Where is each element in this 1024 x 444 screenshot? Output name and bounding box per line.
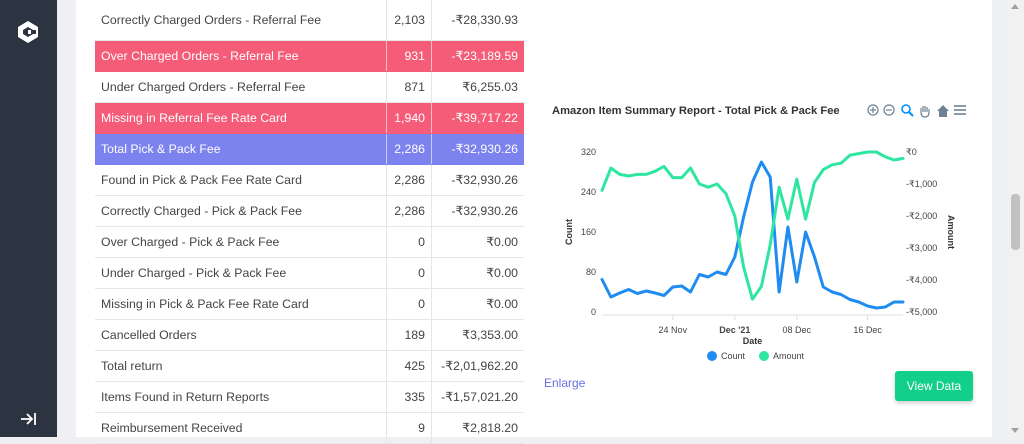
y-right-tick-label: ₹0 [906, 147, 917, 157]
row-amount: -₹1,57,021.20 [431, 381, 524, 413]
table-row: Found in Pick & Pack Fee Rate Card 2,286-… [95, 164, 524, 196]
row-count: 425 [386, 350, 432, 382]
y-right-tick-label: -₹2,000 [906, 211, 937, 221]
scroll-up-icon[interactable] [1011, 4, 1019, 9]
y-left-tick-label: 160 [581, 227, 596, 237]
selection-zoom-icon[interactable] [901, 104, 914, 117]
zoom-in-icon[interactable] [867, 104, 879, 116]
table-row: Under Charged - Pick & Pack Fee 0 ₹0.00 [95, 257, 524, 289]
row-label: Found in Pick & Pack Fee Rate Card [95, 164, 387, 196]
row-count: 0 [386, 226, 432, 258]
x-tick-label: Dec '21 [719, 325, 750, 335]
row-amount: ₹3,353.00 [431, 319, 524, 351]
row-label: Correctly Charged - Pick & Pack Fee [95, 195, 387, 227]
pan-icon[interactable] [918, 104, 932, 118]
x-axis-title: Date [743, 336, 763, 346]
series-line-amount [600, 150, 905, 301]
row-count: 2,286 [386, 164, 432, 196]
legend-marker-amount [759, 351, 769, 361]
row-count: 871 [386, 71, 432, 103]
y-right-tick-label: -₹4,000 [906, 275, 937, 285]
row-label: Cancelled Orders [95, 319, 387, 351]
row-label: Missing in Referral Fee Rate Card [95, 102, 387, 134]
row-amount: ₹6,255.03 [431, 71, 524, 103]
table-row: Missing in Pick & Pack Fee Rate Card 0 ₹0.… [95, 288, 524, 320]
table-row: Under Charged Orders - Referral Fee 871 ₹6… [95, 71, 524, 103]
row-label: Total return [95, 350, 387, 382]
y-right-tick-label: -₹5,000 [906, 307, 937, 317]
y-left-tick-label: 240 [581, 187, 596, 197]
row-label: Missing in Pick & Pack Fee Rate Card [95, 288, 387, 320]
row-count: 0 [386, 257, 432, 289]
row-amount: ₹2,818.20 [431, 412, 524, 444]
table-row: Total Pick & Pack Fee 2,286 -₹32,930.26 [95, 133, 524, 165]
y-left-tick-label: 320 [581, 147, 596, 157]
table-row: Cancelled Orders 189 ₹3,353.00 [95, 319, 524, 351]
row-amount: ₹0.00 [431, 226, 524, 258]
row-amount: -₹32,930.26 [431, 164, 524, 196]
pick-pack-fee-chart: 0 80 160 240 320 ₹0 -₹1,000 -₹2,000 -₹3,000 -₹4,0… [564, 147, 956, 361]
y-left-tick-label: 0 [591, 307, 596, 317]
y-right-tick-label: -₹3,000 [906, 243, 937, 253]
scroll-down-icon[interactable] [1011, 428, 1019, 433]
row-label: Correctly Charged Orders - Referral Fee [95, 0, 387, 41]
row-amount: ₹0.00 [431, 257, 524, 289]
table-row: Correctly Charged - Pick & Pack Fee 2,286… [95, 195, 524, 227]
row-label: Over Charged - Pick & Pack Fee [95, 226, 387, 258]
row-label: Items Found in Return Reports [95, 381, 387, 413]
app-logo-icon[interactable] [16, 20, 40, 44]
row-label: Total Pick & Pack Fee [95, 133, 387, 165]
row-count: 2,286 [386, 133, 432, 165]
row-label: Under Charged - Pick & Pack Fee [95, 257, 387, 289]
legend-label-amount: Amount [773, 351, 805, 361]
row-label: Over Charged Orders - Referral Fee [95, 40, 387, 72]
row-count: 2,286 [386, 195, 432, 227]
table-row: Missing in Referral Fee Rate Card 1,940 -₹… [95, 102, 524, 134]
x-tick-label: 16 Dec [853, 325, 882, 335]
summary-table: Correctly Charged Orders - Referral Fee 2… [95, 0, 524, 444]
sidebar [0, 0, 57, 437]
row-count: 189 [386, 319, 432, 351]
y-left-axis-title: Count [564, 219, 574, 245]
legend-label-count: Count [721, 351, 746, 361]
row-count: 9 [386, 412, 432, 444]
row-amount: -₹32,930.26 [431, 195, 524, 227]
row-count: 335 [386, 381, 432, 413]
page-scrollbar[interactable] [1007, 0, 1024, 437]
table-row: Total return 425 -₹2,01,962.20 [95, 350, 524, 382]
view-data-button[interactable]: View Data [895, 371, 973, 401]
table-row: Correctly Charged Orders - Referral Fee 2… [95, 0, 524, 41]
x-tick-label: 24 Nov [659, 325, 688, 335]
row-amount: -₹28,330.93 [431, 0, 524, 41]
table-row: Over Charged Orders - Referral Fee 931 -₹2… [95, 40, 524, 72]
row-amount: -₹39,717.22 [431, 102, 524, 134]
chart-title: Amazon Item Summary Report - Total Pick … [552, 105, 840, 117]
y-right-tick-label: -₹1,000 [906, 179, 937, 189]
row-label: Under Charged Orders - Referral Fee [95, 71, 387, 103]
zoom-out-icon[interactable] [883, 104, 895, 116]
enlarge-link[interactable]: Enlarge [544, 376, 586, 390]
row-amount: -₹32,930.26 [431, 133, 524, 165]
row-amount: -₹23,189.59 [431, 40, 524, 72]
scrollbar-thumb[interactable] [1011, 194, 1020, 250]
expand-sidebar-icon[interactable] [19, 411, 37, 427]
y-right-axis-title: Amount [946, 215, 956, 249]
legend-marker-count [707, 351, 717, 361]
table-row: Reimbursement Received 9 ₹2,818.20 [95, 412, 524, 444]
row-count: 0 [386, 288, 432, 320]
row-amount: ₹0.00 [431, 288, 524, 320]
series-line-count [600, 160, 905, 310]
row-label: Reimbursement Received [95, 412, 387, 444]
row-amount: -₹2,01,962.20 [431, 350, 524, 382]
y-left-tick-label: 80 [586, 267, 596, 277]
table-row: Over Charged - Pick & Pack Fee 0 ₹0.00 [95, 226, 524, 258]
row-count: 1,940 [386, 102, 432, 134]
table-row: Items Found in Return Reports 335 -₹1,57,0… [95, 381, 524, 413]
home-icon[interactable] [936, 104, 950, 118]
row-count: 2,103 [386, 0, 432, 41]
menu-icon[interactable] [953, 104, 967, 116]
row-count: 931 [386, 40, 432, 72]
x-tick-label: 08 Dec [782, 325, 811, 335]
